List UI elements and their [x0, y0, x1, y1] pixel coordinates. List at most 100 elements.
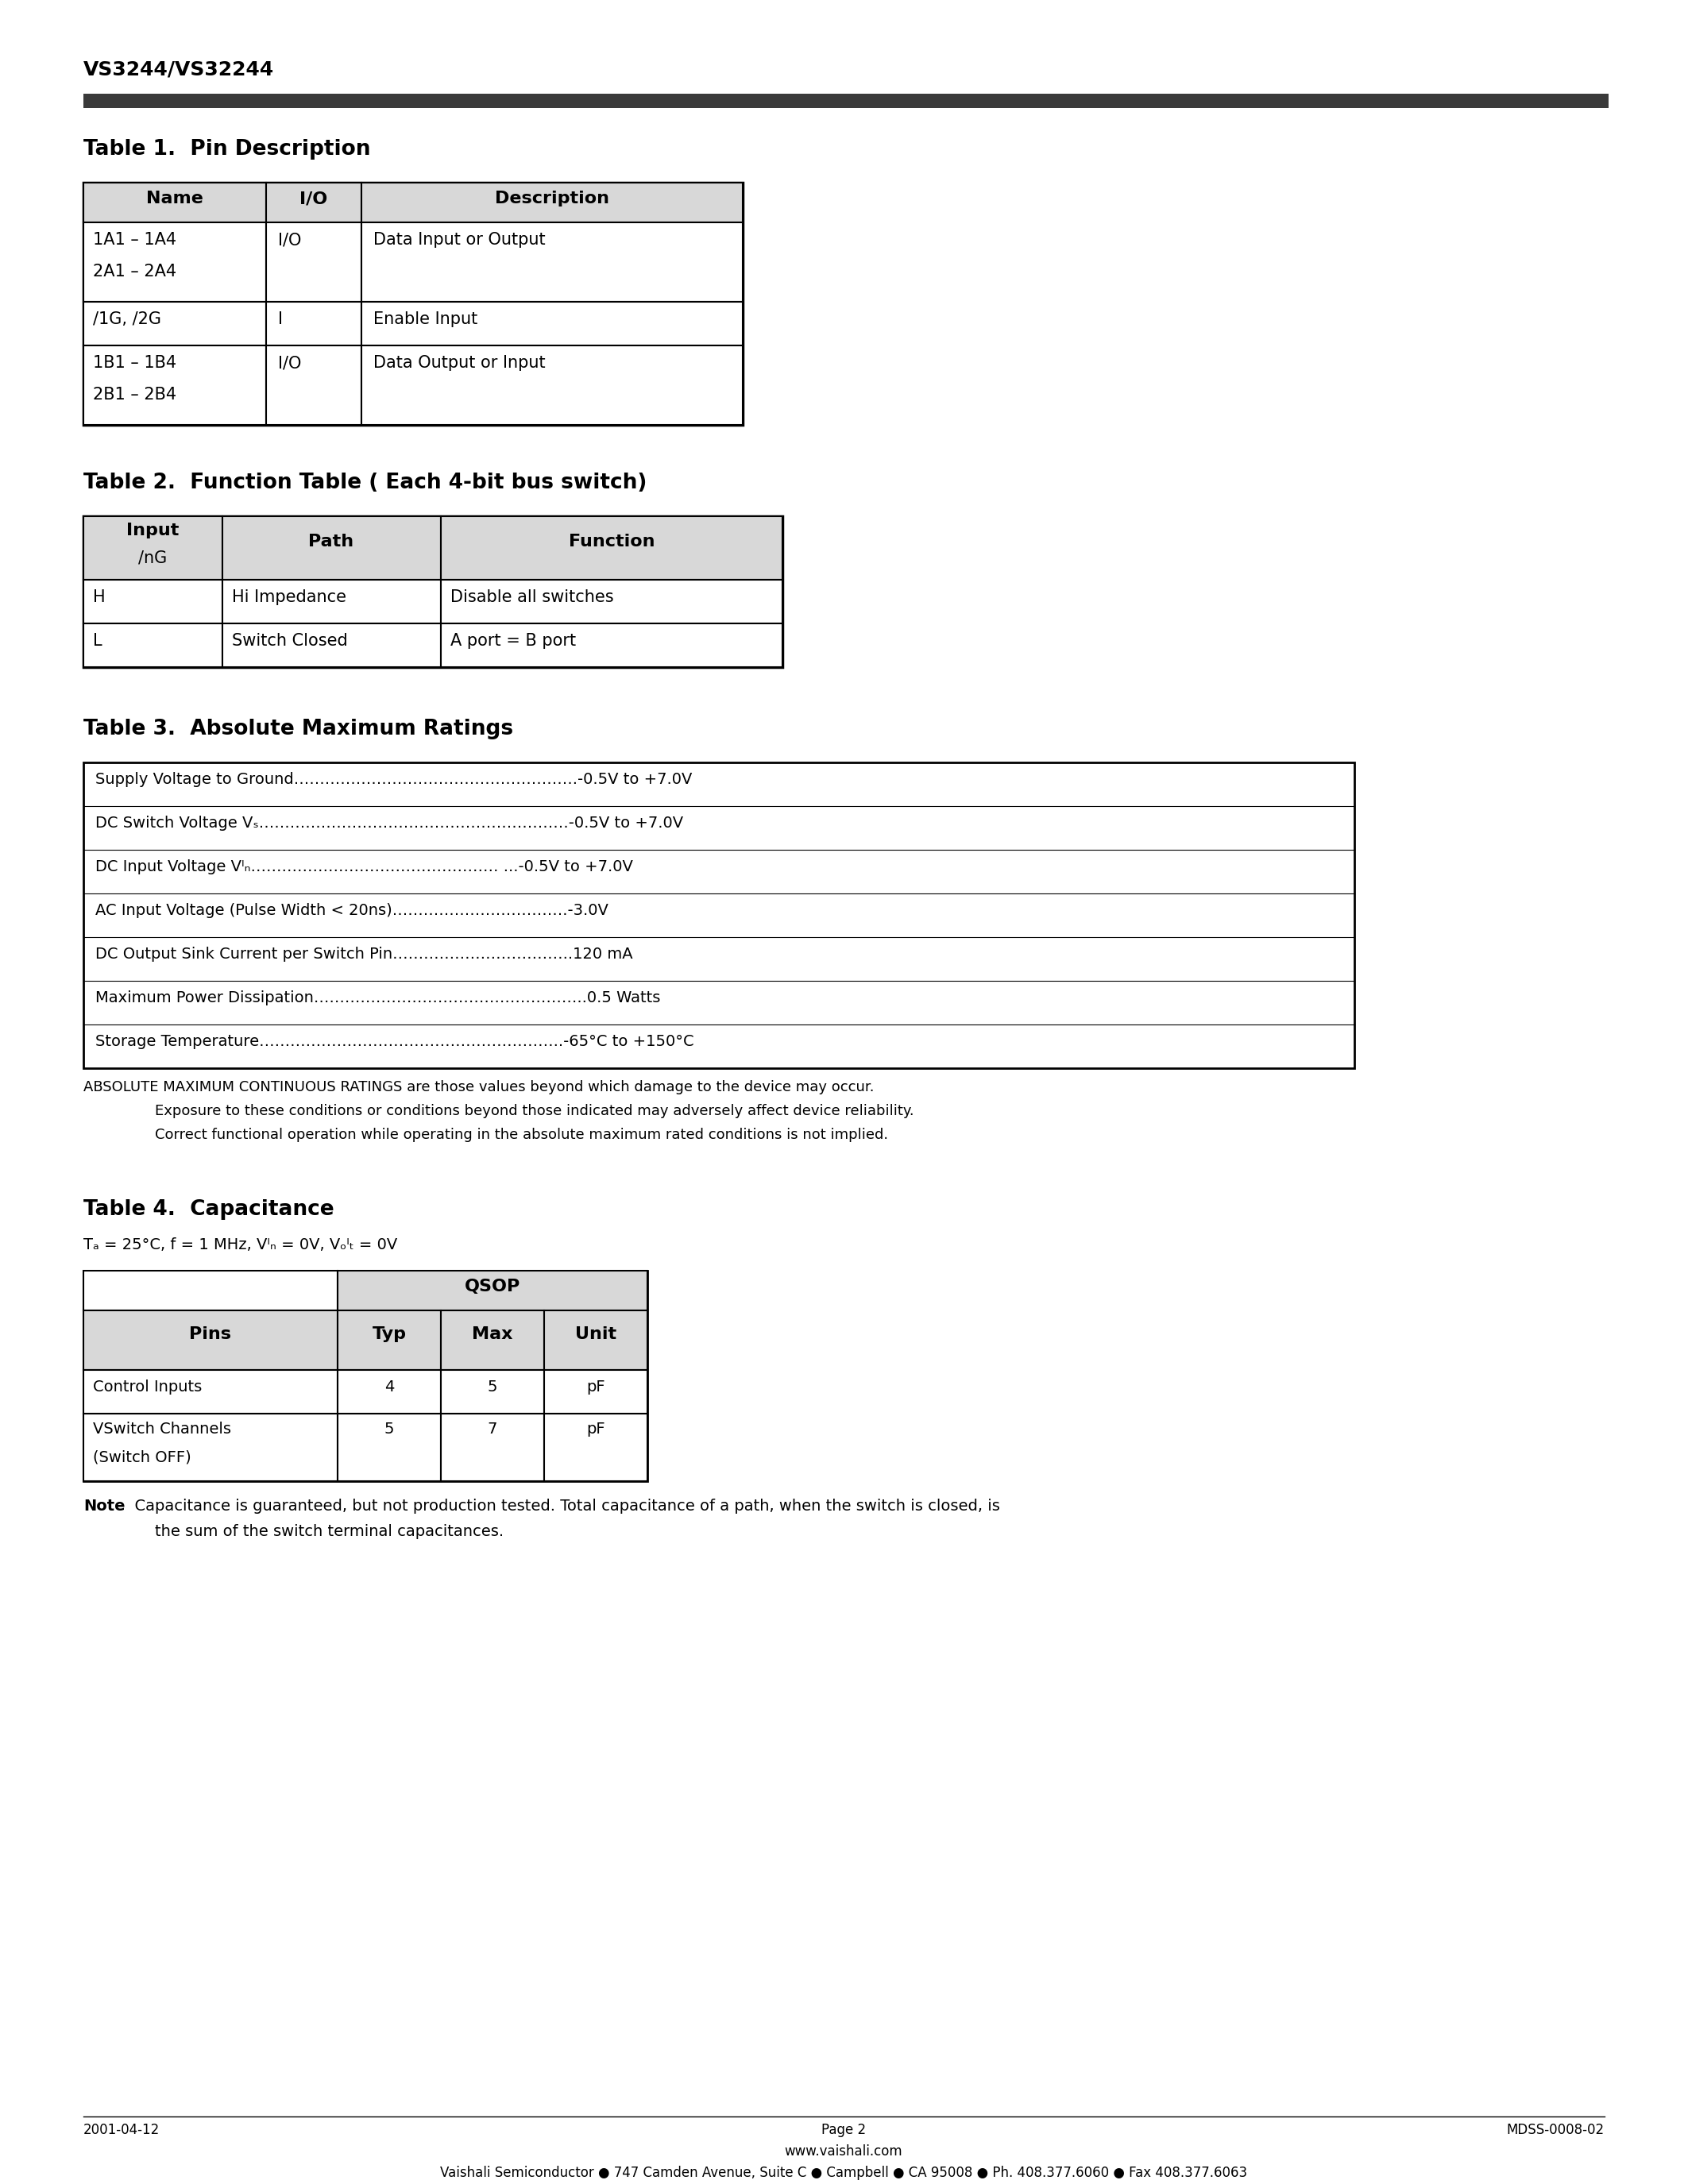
Bar [361, 183, 743, 223]
Text: Function: Function [569, 533, 655, 550]
Text: Typ: Typ [371, 1326, 407, 1343]
Text: 7: 7 [488, 1422, 498, 1437]
Text: Input: Input [127, 522, 179, 539]
Bar [544, 1369, 648, 1413]
Text: Pins: Pins [189, 1326, 231, 1343]
Text: Maximum Power Dissipation……………………………………………..0.5 Watts: Maximum Power Dissipation………………………………………… [95, 989, 660, 1005]
Text: Supply Voltage to Ground……………………………………………….-0.5V to +7.0V: Supply Voltage to Ground…………………………………………… [95, 771, 692, 786]
Bar [83, 579, 223, 622]
Bar [361, 223, 743, 301]
Text: pF: pF [586, 1422, 604, 1437]
Bar [83, 94, 1609, 107]
Bar [267, 345, 361, 426]
Bar [83, 1271, 648, 1481]
Bar [441, 515, 783, 579]
Text: pF: pF [586, 1380, 604, 1396]
Text: Name: Name [147, 190, 203, 207]
Text: Table 2.  Function Table ( Each 4-bit bus switch): Table 2. Function Table ( Each 4-bit bus… [83, 472, 647, 494]
Bar [223, 515, 441, 579]
Text: Note: Note [83, 1498, 125, 1514]
Text: Data Output or Input: Data Output or Input [373, 356, 545, 371]
Text: Table 3.  Absolute Maximum Ratings: Table 3. Absolute Maximum Ratings [83, 719, 513, 740]
Bar [338, 1413, 441, 1481]
Text: Disable all switches: Disable all switches [451, 590, 614, 605]
Text: Data Input or Output: Data Input or Output [373, 232, 545, 247]
Bar [83, 622, 223, 666]
Text: H: H [93, 590, 105, 605]
Text: Tₐ = 25°C, f = 1 MHz, Vᴵₙ = 0V, Vₒᴵₜ = 0V: Tₐ = 25°C, f = 1 MHz, Vᴵₙ = 0V, Vₒᴵₜ = 0… [83, 1238, 397, 1251]
Text: Max: Max [473, 1326, 513, 1343]
Text: Description: Description [495, 190, 609, 207]
Bar [83, 223, 267, 301]
Bar [441, 1369, 544, 1413]
Bar [223, 579, 441, 622]
Text: Exposure to these conditions or conditions beyond those indicated may adversely : Exposure to these conditions or conditio… [155, 1103, 913, 1118]
Text: 1B1 – 1B4: 1B1 – 1B4 [93, 356, 177, 371]
Text: 2001-04-12: 2001-04-12 [83, 2123, 160, 2138]
Text: Hi Impedance: Hi Impedance [231, 590, 346, 605]
Bar [441, 579, 783, 622]
Bar [83, 183, 743, 426]
Text: VSwitch Channels: VSwitch Channels [93, 1422, 231, 1437]
Text: L: L [93, 633, 103, 649]
Text: /nG: /nG [138, 550, 167, 566]
Text: Table 4.  Capacitance: Table 4. Capacitance [83, 1199, 334, 1221]
Text: A port = B port: A port = B port [451, 633, 576, 649]
Text: I/O: I/O [279, 232, 302, 247]
Bar [223, 622, 441, 666]
Bar [338, 1369, 441, 1413]
Bar [267, 301, 361, 345]
Bar [544, 1310, 648, 1369]
Text: I: I [279, 312, 284, 328]
Bar [83, 345, 267, 426]
Bar [441, 622, 783, 666]
Text: DC Output Sink Current per Switch Pin……………………………..120 mA: DC Output Sink Current per Switch Pin………… [95, 946, 633, 961]
Bar [83, 515, 223, 579]
Text: QSOP: QSOP [464, 1278, 520, 1295]
Text: the sum of the switch terminal capacitances.: the sum of the switch terminal capacitan… [155, 1524, 503, 1540]
Text: Unit: Unit [576, 1326, 616, 1343]
Bar [361, 301, 743, 345]
Text: Switch Closed: Switch Closed [231, 633, 348, 649]
Text: MDSS-0008-02: MDSS-0008-02 [1507, 2123, 1605, 2138]
Bar [83, 1369, 338, 1413]
Text: 5: 5 [488, 1380, 498, 1396]
Text: ABSOLUTE MAXIMUM CONTINUOUS RATINGS are those values beyond which damage to the : ABSOLUTE MAXIMUM CONTINUOUS RATINGS are … [83, 1081, 874, 1094]
Bar [83, 183, 267, 223]
Bar [338, 1271, 648, 1310]
Text: Enable Input: Enable Input [373, 312, 478, 328]
Text: 2B1 – 2B4: 2B1 – 2B4 [93, 387, 177, 402]
Text: /1G, /2G: /1G, /2G [93, 312, 162, 328]
Bar [83, 762, 1354, 1068]
Text: DC Switch Voltage Vₛ……………………………………………………-0.5V to +7.0V: DC Switch Voltage Vₛ……………………………………………………… [95, 815, 684, 830]
Text: I/O: I/O [300, 190, 327, 207]
Text: 2A1 – 2A4: 2A1 – 2A4 [93, 264, 177, 280]
Text: Capacitance is guaranteed, but not production tested. Total capacitance of a pat: Capacitance is guaranteed, but not produ… [125, 1498, 999, 1514]
Bar [83, 515, 783, 666]
Text: Vaishali Semiconductor ● 747 Camden Avenue, Suite C ● Campbell ● CA 95008 ● Ph. : Vaishali Semiconductor ● 747 Camden Aven… [441, 2167, 1247, 2180]
Text: Correct functional operation while operating in the absolute maximum rated condi: Correct functional operation while opera… [155, 1127, 888, 1142]
Bar [83, 1413, 338, 1481]
Text: 4: 4 [385, 1380, 395, 1396]
Text: AC Input Voltage (Pulse Width < 20ns)…………………………….-3.0V: AC Input Voltage (Pulse Width < 20ns)………… [95, 902, 608, 917]
Text: Path: Path [309, 533, 354, 550]
Text: Control Inputs: Control Inputs [93, 1380, 203, 1396]
Text: 1A1 – 1A4: 1A1 – 1A4 [93, 232, 177, 247]
Bar [267, 183, 361, 223]
Text: VS3244/VS32244: VS3244/VS32244 [83, 59, 273, 79]
Text: Table 1.  Pin Description: Table 1. Pin Description [83, 140, 371, 159]
Bar [441, 1413, 544, 1481]
Text: I/O: I/O [279, 356, 302, 371]
Bar [544, 1413, 648, 1481]
Text: Page 2: Page 2 [822, 2123, 866, 2138]
Bar [83, 1310, 338, 1369]
Bar [338, 1310, 441, 1369]
Text: DC Input Voltage Vᴵₙ………………………………………… ...-0.5V to +7.0V: DC Input Voltage Vᴵₙ………………………………………… ...… [95, 858, 633, 874]
Bar [441, 1310, 544, 1369]
Text: www.vaishali.com: www.vaishali.com [785, 2145, 903, 2158]
Bar [267, 223, 361, 301]
Bar [361, 345, 743, 426]
Bar [83, 1271, 338, 1310]
Text: 5: 5 [385, 1422, 395, 1437]
Text: (Switch OFF): (Switch OFF) [93, 1450, 191, 1465]
